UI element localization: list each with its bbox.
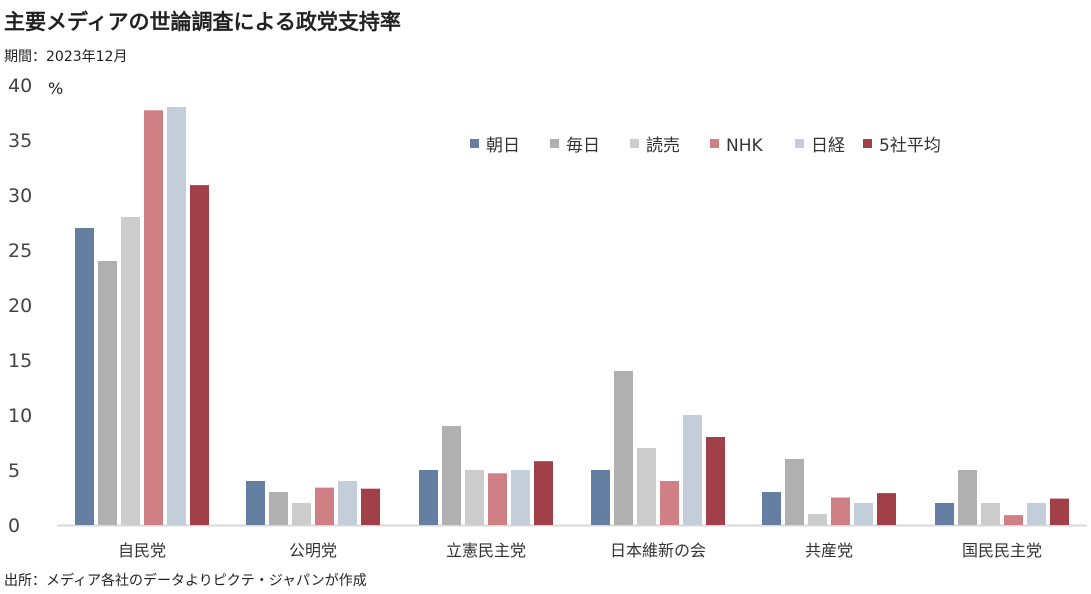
bar-日経-自民党 xyxy=(167,107,186,525)
bar-朝日-立憲民主党 xyxy=(419,470,438,525)
bar-読売-国民民主党 xyxy=(981,503,1000,525)
bar-5社平均-自民党 xyxy=(190,185,209,525)
source-note: 出所：メディア各社のデータよりピクテ・ジャパンが作成 xyxy=(4,573,367,589)
legend-swatch-朝日 xyxy=(470,139,479,148)
bar-5社平均-共産党 xyxy=(877,493,896,525)
bar-NHK-国民民主党 xyxy=(1004,515,1023,525)
bar-NHK-日本維新の会 xyxy=(660,481,679,525)
legend-swatch-5社平均 xyxy=(863,139,872,148)
bar-5社平均-国民民主党 xyxy=(1050,498,1069,525)
y-tick-label: 25 xyxy=(8,240,32,262)
bar-朝日-共産党 xyxy=(762,492,781,525)
chart-title: 主要メディアの世論調査による政党支持率 xyxy=(4,10,401,34)
bar-NHK-立憲民主党 xyxy=(488,473,507,525)
bar-日経-日本維新の会 xyxy=(683,415,702,525)
period-label: 期間：2023年12月 xyxy=(4,49,128,65)
legend-label: 日経 xyxy=(811,136,845,156)
bar-朝日-自民党 xyxy=(75,228,94,525)
bar-NHK-自民党 xyxy=(144,110,163,526)
bar-朝日-日本維新の会 xyxy=(591,470,610,525)
legend-label: 5社平均 xyxy=(879,136,941,156)
bar-朝日-公明党 xyxy=(246,481,265,525)
bar-読売-公明党 xyxy=(292,503,311,525)
legend-label: 毎日 xyxy=(566,136,600,156)
y-tick-label: 35 xyxy=(8,130,32,152)
y-tick-label: 5 xyxy=(8,460,20,482)
y-unit-label: % xyxy=(48,79,63,98)
bar-日経-共産党 xyxy=(854,503,873,525)
x-tick-label: 日本維新の会 xyxy=(610,541,706,560)
bar-NHK-共産党 xyxy=(831,497,850,525)
bar-毎日-立憲民主党 xyxy=(442,426,461,525)
bar-5社平均-日本維新の会 xyxy=(706,437,725,525)
y-tick-label: 30 xyxy=(8,185,32,207)
bar-読売-立憲民主党 xyxy=(465,470,484,525)
bar-読売-自民党 xyxy=(121,217,140,525)
legend-label: NHK xyxy=(726,136,764,156)
bar-読売-共産党 xyxy=(808,514,827,525)
bar-毎日-共産党 xyxy=(785,459,804,525)
bar-毎日-自民党 xyxy=(98,261,117,525)
x-tick-label: 公明党 xyxy=(289,541,337,560)
bar-日経-公明党 xyxy=(338,481,357,525)
y-tick-label: 0 xyxy=(8,515,20,537)
y-tick-label: 15 xyxy=(8,350,32,372)
y-tick-label: 40 xyxy=(8,75,32,97)
x-tick-label: 共産党 xyxy=(805,541,853,560)
legend-swatch-読売 xyxy=(630,139,639,148)
bar-5社平均-立憲民主党 xyxy=(534,461,553,525)
bar-日経-立憲民主党 xyxy=(511,470,530,525)
legend-label: 読売 xyxy=(646,136,680,156)
bar-毎日-日本維新の会 xyxy=(614,371,633,525)
bar-毎日-公明党 xyxy=(269,492,288,525)
bar-日経-国民民主党 xyxy=(1027,503,1046,525)
legend-swatch-日経 xyxy=(795,139,804,148)
legend-swatch-NHK xyxy=(710,139,719,148)
y-tick-label: 20 xyxy=(8,295,32,317)
x-tick-label: 自民党 xyxy=(118,541,166,560)
bar-毎日-国民民主党 xyxy=(958,470,977,525)
legend-swatch-毎日 xyxy=(550,139,559,148)
y-tick-label: 10 xyxy=(8,405,32,427)
bar-読売-日本維新の会 xyxy=(637,448,656,525)
bar-NHK-公明党 xyxy=(315,487,334,525)
bar-5社平均-公明党 xyxy=(361,488,380,525)
x-tick-label: 立憲民主党 xyxy=(446,541,526,560)
legend-label: 朝日 xyxy=(486,136,520,156)
bar-朝日-国民民主党 xyxy=(935,503,954,525)
x-tick-label: 国民民主党 xyxy=(962,541,1042,560)
